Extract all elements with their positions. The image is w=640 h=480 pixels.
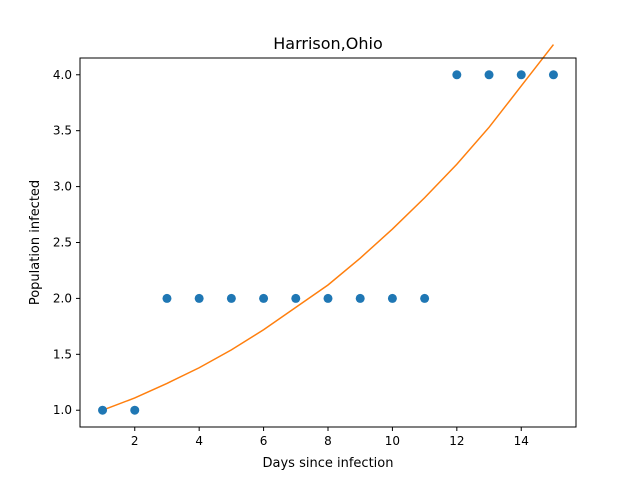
x-tick-label: 6 <box>260 434 268 448</box>
data-point <box>130 405 140 415</box>
data-point <box>355 293 365 303</box>
y-tick-label: 1.5 <box>53 347 72 361</box>
x-tick-label: 10 <box>385 434 400 448</box>
data-point <box>226 293 236 303</box>
fit-line <box>102 44 555 411</box>
y-tick-label: 3.0 <box>53 180 72 194</box>
y-axis: 1.0 1.5 2.0 2.5 3.0 3.5 4.0 <box>53 68 80 417</box>
x-tick-label: 8 <box>324 434 332 448</box>
x-tick-label: 12 <box>449 434 464 448</box>
y-tick-label: 2.5 <box>53 236 72 250</box>
y-tick-label: 2.0 <box>53 291 72 305</box>
y-tick-label: 4.0 <box>53 68 72 82</box>
x-tick-label: 14 <box>514 434 529 448</box>
data-point <box>98 405 108 415</box>
data-point <box>194 293 204 303</box>
plot-area <box>98 44 558 415</box>
y-tick-label: 3.5 <box>53 124 72 138</box>
data-point <box>516 70 526 80</box>
data-point <box>387 293 397 303</box>
x-tick-label: 2 <box>131 434 139 448</box>
data-point <box>291 293 301 303</box>
x-tick-label: 4 <box>195 434 203 448</box>
axes-frame <box>79 57 577 428</box>
y-axis-label: Population infected <box>28 180 43 305</box>
data-point <box>162 293 172 303</box>
data-point <box>259 293 269 303</box>
data-point <box>484 70 494 80</box>
x-axis: 2 4 6 8 10 12 14 <box>131 427 529 448</box>
data-point <box>548 70 558 80</box>
chart-title: Harrison,Ohio <box>273 34 382 53</box>
x-axis-label: Days since infection <box>263 456 394 471</box>
data-point <box>323 293 333 303</box>
y-tick-label: 1.0 <box>53 403 72 417</box>
data-point <box>452 70 462 80</box>
data-point <box>420 293 430 303</box>
